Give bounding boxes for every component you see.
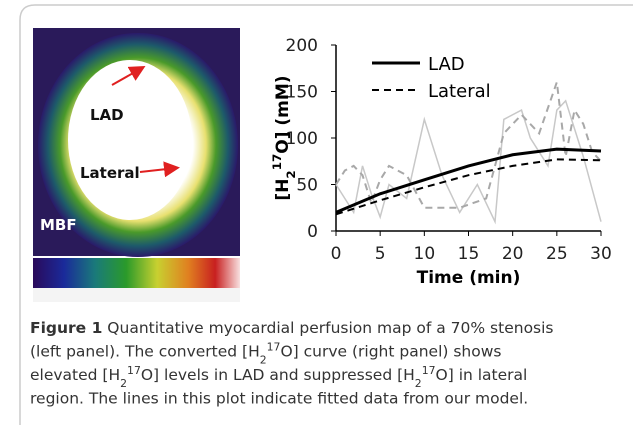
text-run: Figure 1 [30,319,102,337]
map-cavity [68,60,192,220]
series-line [336,101,601,222]
text-run: Quantitative myocardial perfusion map of… [102,319,553,337]
color-bar [33,258,240,288]
caption: Figure 1 Quantitative myocardial perfusi… [30,319,554,408]
text-run: 2 [284,170,298,178]
x-tick-label: 15 [458,244,480,264]
text-run: region. The lines in this plot indicate … [30,390,528,408]
x-tick-label: 20 [502,244,524,264]
caption-line: Figure 1 Quantitative myocardial perfusi… [30,319,554,337]
map-label: Lateral [80,164,140,182]
text-run: 17 [422,364,436,377]
x-tick-label: 30 [590,244,612,264]
text-run: O] in lateral [436,366,528,384]
x-tick-label: 0 [331,244,342,264]
text-run: [H [273,179,293,201]
caption-line: (left panel). The converted [H217O] curv… [30,340,502,366]
color-bar-scale [33,288,240,302]
text-run: 2 [120,377,127,390]
text-run: 2 [415,377,422,390]
text-run: (left panel). The converted [H [30,343,260,361]
legend-label: Lateral [428,81,491,102]
map-label: MBF [40,216,77,234]
legend-label: LAD [428,54,465,75]
figure: LAD Lateral MBF 050100150200051015202530… [0,0,633,425]
text-run: 2 [260,353,267,366]
text-run: O] (mM) [273,75,293,153]
text-run: 17 [270,154,284,171]
text-run: O] curve (right panel) shows [280,343,501,361]
x-tick-label: 25 [546,244,568,264]
text-run: elevated [H [30,366,120,384]
y-tick-label: 50 [296,176,318,196]
x-tick-label: 10 [414,244,436,264]
y-tick-label: 0 [307,222,318,242]
perfusion-map: LAD Lateral MBF [33,28,240,302]
text-run: O] levels in LAD and suppressed [H [141,366,415,384]
x-axis-label: Time (min) [417,268,521,288]
text-run: 17 [267,340,281,353]
caption-line: region. The lines in this plot indicate … [30,390,528,408]
x-tick-label: 5 [375,244,386,264]
text-run: 17 [127,364,141,377]
map-label: LAD [90,106,124,124]
caption-line: elevated [H217O] levels in LAD and suppr… [30,364,527,390]
y-tick-label: 200 [286,36,318,56]
